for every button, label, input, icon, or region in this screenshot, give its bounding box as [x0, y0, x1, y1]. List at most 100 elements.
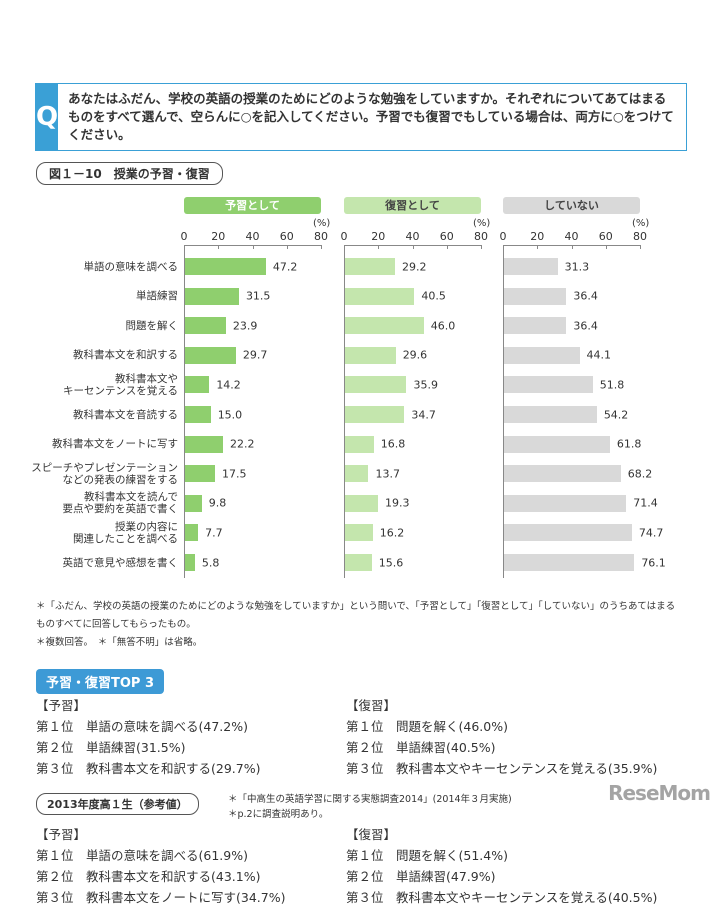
data-label: 29.7 — [242, 348, 268, 362]
tick-label: 40 — [564, 230, 579, 243]
top3-yoshu-head: 【予習】 — [36, 698, 87, 713]
data-label: 44.1 — [586, 348, 612, 362]
rank-item: 第１位 単語の意味を調べる(47.2%) — [36, 719, 248, 734]
tick-label: 20 — [371, 230, 386, 243]
tick-label: 60 — [279, 230, 294, 243]
bar — [185, 287, 239, 305]
bar — [185, 346, 236, 364]
axis-tick — [412, 245, 414, 249]
data-label: 17.5 — [221, 467, 247, 481]
bar — [185, 258, 266, 275]
axis-tick — [286, 245, 288, 249]
ref-fukushu: 【復習】 第１位 問題を解く(51.4%) 第２位 単語練習(47.9%) 第３… — [346, 824, 657, 908]
data-label: 14.2 — [216, 378, 241, 392]
rank-item: 第２位 単語練習(40.5%) — [346, 740, 496, 755]
panel-header-2: していない — [503, 197, 640, 214]
baseline — [503, 245, 504, 578]
bar — [345, 554, 372, 571]
tick-label: 80 — [474, 230, 488, 243]
ref-yoshu-head: 【予習】 — [36, 827, 87, 842]
tick-label: 80 — [314, 230, 328, 243]
bar — [345, 435, 374, 453]
data-label: 51.8 — [599, 378, 625, 392]
bar — [504, 406, 597, 423]
panel-header-0: 予習として — [184, 197, 321, 214]
top3-fukushu-head: 【復習】 — [346, 698, 397, 713]
q-mark: Q — [36, 84, 59, 150]
axis-tick — [321, 245, 322, 249]
bar — [504, 346, 580, 364]
figure-title: 図１－10 授業の予習・復習 — [36, 162, 223, 185]
category-label: 単語練習 — [136, 290, 178, 303]
bar — [504, 494, 627, 512]
category-label: 教科書本文をノートに写す — [52, 438, 178, 451]
bar — [185, 317, 226, 335]
reference-notes: ＊「中高生の英語学習に関する実態調査2014」(2014年３月実施) ＊p.2に… — [228, 792, 512, 822]
watermark-logo: ReseMom — [608, 781, 711, 805]
data-label: 29.2 — [402, 260, 427, 273]
category-label: スピーチやプレゼンテーション などの発表の練習をする — [31, 461, 178, 486]
data-label: 47.2 — [272, 260, 298, 273]
bar — [504, 287, 567, 305]
reference-note: ＊p.2に調査説明あり。 — [228, 809, 329, 820]
axis-tick — [218, 245, 220, 249]
bar — [345, 524, 373, 542]
data-label: 19.3 — [385, 496, 410, 510]
bar — [185, 465, 215, 483]
tick-label: 40 — [245, 230, 260, 243]
bar — [504, 524, 632, 542]
bar — [345, 258, 395, 275]
bar — [345, 406, 405, 423]
data-label: 46.0 — [430, 319, 456, 333]
rank-item: 第２位 単語練習(47.9%) — [346, 869, 496, 884]
bar — [504, 376, 593, 394]
axis-tick — [481, 245, 482, 249]
data-label: 13.7 — [375, 467, 400, 481]
data-label: 5.8 — [201, 556, 220, 569]
rank-item: 第２位 教科書本文を和訳する(43.1%) — [36, 869, 261, 884]
data-label: 35.9 — [413, 378, 438, 392]
axis-tick — [640, 245, 641, 249]
ref-yoshu: 【予習】 第１位 単語の意味を調べる(61.9%) 第２位 教科書本文を和訳する… — [36, 824, 285, 908]
category-label: 教科書本文を和訳する — [73, 349, 178, 362]
bar — [185, 524, 199, 542]
data-label: 36.4 — [573, 289, 598, 303]
bar — [345, 346, 396, 364]
unit-label: (%) — [313, 218, 331, 229]
axis-tick — [537, 245, 539, 249]
category-label: 教科書本文を読んで 要点や要約を英語で書く — [62, 491, 179, 516]
category-label: 教科書本文を音読する — [73, 408, 178, 421]
note-1: ＊「ふだん、学校の英語の授業のためにどのような勉強をしていますか」という問いで、… — [36, 601, 676, 630]
baseline — [344, 245, 345, 578]
data-label: 9.8 — [208, 496, 227, 510]
category-label: 単語の意味を調べる — [83, 260, 179, 273]
rank-item: 第３位 教科書本文を和訳する(29.7%) — [36, 761, 261, 776]
ref-fukushu-head: 【復習】 — [346, 827, 397, 842]
baseline — [184, 245, 185, 578]
category-label: 授業の内容に 関連したことを調べる — [73, 520, 178, 545]
data-label: 34.7 — [411, 408, 436, 421]
axis-tick — [571, 245, 573, 249]
tick-label: 60 — [598, 230, 613, 243]
bar — [185, 435, 224, 453]
bar — [345, 376, 407, 394]
data-label: 74.7 — [638, 526, 664, 540]
rank-item: 第３位 教科書本文やキーセンテンスを覚える(40.5%) — [346, 890, 658, 905]
axis-tick — [252, 245, 254, 249]
tick-label: 40 — [405, 230, 420, 243]
data-label: 29.6 — [402, 348, 428, 362]
rank-item: 第１位 単語の意味を調べる(61.9%) — [36, 848, 248, 863]
reference-title: 2013年度高１生（参考値） — [36, 793, 199, 815]
bar — [185, 554, 195, 571]
bar — [345, 287, 415, 305]
tick-label: 0 — [180, 230, 188, 243]
tick-label: 80 — [633, 230, 647, 243]
bar — [185, 494, 202, 512]
rank-item: 第１位 問題を解く(51.4%) — [346, 848, 508, 863]
bar — [504, 465, 621, 483]
bar — [185, 406, 211, 423]
question-box: Q あなたはふだん、学校の英語の授業のためにどのような勉強をしていますか。それぞ… — [35, 83, 687, 151]
reference-note: ＊「中高生の英語学習に関する実態調査2014」(2014年３月実施) — [228, 794, 512, 805]
tick-label: 20 — [211, 230, 226, 243]
rank-item: 第２位 単語練習(31.5%) — [36, 740, 186, 755]
